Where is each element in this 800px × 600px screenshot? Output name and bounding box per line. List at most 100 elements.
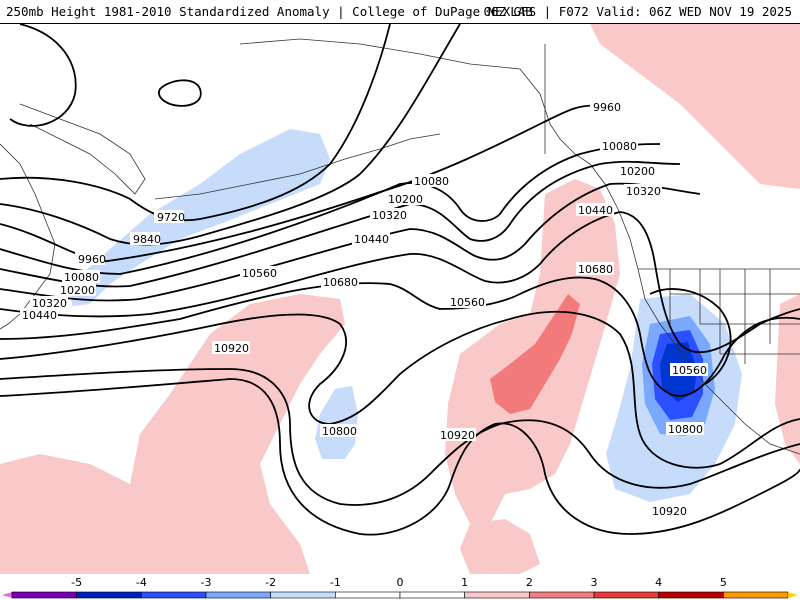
colorbar-segment	[723, 591, 789, 599]
label-10800-west: 10800	[320, 424, 358, 438]
colorbar-segment	[205, 591, 271, 599]
contour-closed-low-a	[9, 24, 77, 127]
label-9960-east: 9960	[590, 100, 621, 114]
label-10680-west: 10680	[321, 275, 359, 289]
label-9960-west: 9960	[75, 252, 106, 266]
contour-10800	[0, 368, 800, 506]
svg-text:10320: 10320	[626, 185, 661, 198]
svg-text:10200: 10200	[388, 193, 423, 206]
svg-text:10560: 10560	[242, 267, 277, 280]
colorbar: -5 -4 -3 -2 -1 0 1 2 3 4 5	[2, 576, 798, 599]
label-10320-west: 10320	[30, 296, 68, 310]
label-10920-mid: 10920	[438, 428, 476, 442]
svg-text:10680: 10680	[323, 276, 358, 289]
svg-text:10920: 10920	[652, 505, 687, 518]
colorbar-tick-label: -5	[71, 576, 82, 589]
label-10560-west: 10560	[240, 266, 278, 280]
label-10080-east: 10080	[600, 139, 638, 153]
svg-text:10080: 10080	[414, 175, 449, 188]
svg-text:9840: 9840	[133, 233, 161, 246]
colorbar-tick-labels: -5 -4 -3 -2 -1 0 1 2 3 4 5	[71, 576, 727, 589]
colorbar-segment	[335, 591, 401, 599]
colorbar-segment	[658, 591, 724, 599]
svg-text:10080: 10080	[602, 140, 637, 153]
svg-text:10200: 10200	[60, 284, 95, 297]
anomaly-pos2-core	[490, 294, 580, 414]
contour-closed-low-b	[157, 79, 202, 107]
label-10440-west: 10440	[20, 308, 58, 322]
svg-text:10200: 10200	[620, 165, 655, 178]
svg-text:10920: 10920	[440, 429, 475, 442]
contour-10920	[0, 378, 800, 536]
svg-text:10680: 10680	[578, 263, 613, 276]
svg-text:10800: 10800	[668, 423, 703, 436]
label-10800-east: 10800	[666, 422, 704, 436]
anomaly-pos-south	[460, 519, 540, 574]
coastline-alaska	[239, 38, 591, 165]
colorbar-segment	[141, 591, 207, 599]
colorbar-tick-label: -3	[201, 576, 212, 589]
label-10680-east: 10680	[576, 262, 614, 276]
border-states-a	[669, 269, 771, 364]
svg-text:10080: 10080	[64, 271, 99, 284]
anomaly-map: 9720 9840 9960 9960 10080 10080 10080 10…	[0, 24, 800, 574]
contour-9720	[0, 24, 391, 222]
chart-title: 250mb Height 1981-2010 Standardized Anom…	[6, 4, 533, 19]
coastline-east-asia	[0, 143, 56, 330]
colorbar-segment	[529, 591, 595, 599]
svg-text:10560: 10560	[450, 296, 485, 309]
label-10560-low: 10560	[670, 363, 708, 377]
label-10320-mid: 10320	[370, 208, 408, 222]
colorbar-segment	[270, 591, 336, 599]
run-info: 06Z GFS | F072 Valid: 06Z WED NOV 19 202…	[483, 4, 792, 19]
svg-text:9720: 9720	[157, 211, 185, 224]
svg-text:10440: 10440	[578, 204, 613, 217]
contour-10320	[0, 182, 701, 302]
label-10080-west: 10080	[62, 270, 100, 284]
label-10200-east: 10200	[618, 164, 656, 178]
contour-9840	[0, 24, 461, 246]
contour-10920-eastlow	[649, 288, 732, 385]
contour-10080	[0, 143, 661, 275]
contour-labels: 9720 9840 9960 9960 10080 10080 10080 10…	[20, 100, 708, 518]
label-9720: 9720	[154, 210, 185, 224]
anomaly-pos-east	[775, 294, 800, 464]
header-bar: 250mb Height 1981-2010 Standardized Anom…	[0, 0, 800, 24]
svg-text:10320: 10320	[372, 209, 407, 222]
label-10200-mid: 10200	[386, 192, 424, 206]
coastlines	[0, 38, 800, 455]
label-10920-south: 10920	[650, 504, 688, 518]
colorbar-tick-label: 1	[461, 576, 468, 589]
colorbar-segment	[11, 591, 77, 599]
colorbar-tick-label: 2	[526, 576, 533, 589]
colorbar-segment	[76, 591, 142, 599]
colorbar-segment	[464, 591, 530, 599]
label-9840: 9840	[130, 232, 161, 246]
colorbar-tick-label: 0	[397, 576, 404, 589]
colorbar-tick-label: -2	[265, 576, 276, 589]
anomaly-neg-northwest	[70, 129, 330, 306]
label-10080-mid: 10080	[412, 174, 450, 188]
coastline-kamchatka	[19, 103, 146, 195]
label-10320-east: 10320	[624, 184, 662, 198]
colorbar-tick-label: -4	[136, 576, 147, 589]
colorbar-segment	[593, 591, 659, 599]
colorbar-tick-label: -1	[330, 576, 341, 589]
svg-text:10800: 10800	[322, 425, 357, 438]
svg-text:10320: 10320	[32, 297, 67, 310]
label-10200-west: 10200	[58, 283, 96, 297]
colorbar-tick-label: 3	[591, 576, 598, 589]
svg-text:10440: 10440	[22, 309, 57, 322]
svg-text:10920: 10920	[214, 342, 249, 355]
colorbar-segment	[399, 591, 465, 599]
contour-10680	[0, 310, 800, 469]
coastline-aleutians	[154, 133, 441, 200]
anomaly-pos-west	[0, 294, 345, 574]
label-10440-mid: 10440	[352, 232, 390, 246]
svg-text:9960: 9960	[593, 101, 621, 114]
colorbar-bar	[2, 591, 798, 599]
contour-10440	[0, 211, 800, 354]
contour-10560	[0, 276, 800, 397]
coastline-north-america-west	[589, 163, 800, 455]
